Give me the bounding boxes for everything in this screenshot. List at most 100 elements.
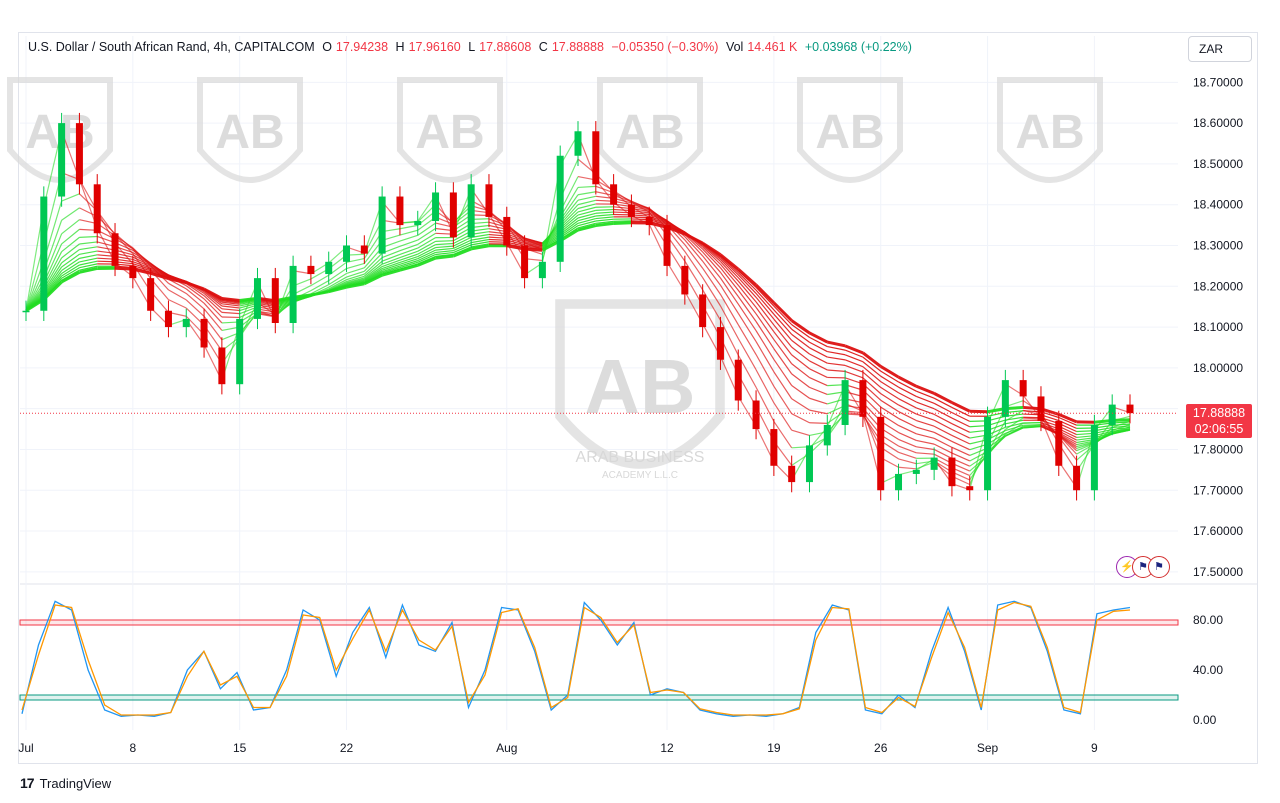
- tradingview-logo[interactable]: 17 TradingView: [20, 775, 111, 791]
- ma-ribbon-segment: [916, 390, 935, 399]
- ma-ribbon-segment: [827, 356, 846, 361]
- ma-ribbon-segment: [1112, 425, 1131, 429]
- ma-ribbon-segment: [203, 302, 223, 324]
- ma-ribbon-segment: [916, 395, 935, 404]
- volume-label: Vol: [725, 40, 744, 54]
- ma-ribbon-segment: [203, 308, 223, 331]
- ma-ribbon-segment: [61, 193, 80, 202]
- ma-ribbon-segment: [809, 422, 828, 424]
- ma-ribbon-segment: [168, 276, 187, 287]
- ma-ribbon-segment: [221, 298, 240, 302]
- watermark-letters: AB: [1015, 106, 1084, 159]
- ma-ribbon-segment: [168, 289, 187, 301]
- ma-ribbon-segment: [471, 236, 490, 241]
- economic-events[interactable]: ⚡ ⚑ ⚑: [1116, 556, 1170, 578]
- ma-ribbon-segment: [399, 243, 418, 252]
- candle-body: [378, 196, 386, 254]
- ma-ribbon-segment: [1005, 422, 1024, 435]
- ma-ribbon-segment: [933, 392, 953, 404]
- candle-body: [805, 445, 813, 483]
- ma-ribbon-segment: [702, 248, 721, 269]
- ma-ribbon-segment: [844, 359, 864, 368]
- ma-ribbon-segment: [684, 244, 704, 269]
- ma-ribbon-segment: [399, 260, 418, 267]
- currency-selector[interactable]: ZAR: [1188, 36, 1252, 62]
- ma-ribbon-segment: [790, 319, 811, 335]
- ma-ribbon-segment: [631, 200, 650, 210]
- time-axis-label: 22: [340, 741, 354, 755]
- ma-ribbon-segment: [577, 185, 596, 189]
- ma-ribbon-segment: [61, 264, 80, 277]
- ma-ribbon-segment: [435, 245, 454, 249]
- ma-ribbon-segment: [809, 347, 828, 358]
- ma-ribbon-segment: [381, 267, 401, 274]
- ma-ribbon-segment: [951, 452, 970, 462]
- ma-ribbon-segment: [809, 360, 828, 371]
- candle-body: [681, 265, 689, 295]
- ma-ribbon-segment: [61, 249, 80, 264]
- price-axis-label: 18.70000: [1193, 75, 1243, 89]
- ma-ribbon-segment: [79, 257, 98, 263]
- ma-ribbon-segment: [1111, 420, 1131, 428]
- ma-ribbon-segment: [150, 263, 169, 280]
- ma-ribbon-segment: [577, 203, 596, 210]
- ma-ribbon-segment: [826, 340, 846, 348]
- ma-ribbon-segment: [773, 309, 793, 330]
- ma-ribbon-segment: [755, 286, 775, 307]
- ma-ribbon-segment: [773, 331, 793, 356]
- watermark-shield: [997, 77, 1103, 183]
- price-axis-label: 18.60000: [1193, 116, 1243, 130]
- ma-ribbon-segment: [880, 393, 899, 406]
- ma-ribbon-segment: [470, 244, 490, 251]
- ma-ribbon-segment: [328, 280, 347, 291]
- candle-body: [236, 318, 244, 385]
- ma-ribbon-segment: [951, 440, 970, 451]
- oscillator-axis-label: 80.00: [1193, 613, 1223, 627]
- ma-ribbon-segment: [702, 260, 721, 286]
- candle-body: [610, 184, 618, 205]
- ma-ribbon-segment: [880, 381, 899, 394]
- ma-ribbon-segment: [684, 239, 704, 262]
- ma-ribbon-segment: [827, 350, 846, 356]
- ma-ribbon-segment: [346, 280, 365, 286]
- ma-ribbon-segment: [203, 292, 223, 310]
- ma-ribbon-segment: [737, 274, 757, 294]
- candle-body: [1108, 404, 1116, 425]
- high-value: 17.96160: [408, 40, 461, 54]
- candle-body: [467, 184, 475, 238]
- ma-ribbon-segment: [916, 413, 935, 421]
- tradingview-wordmark: TradingView: [39, 775, 112, 791]
- ma-ribbon-segment: [933, 419, 953, 431]
- ma-ribbon-segment: [898, 458, 917, 465]
- ma-ribbon-segment: [132, 253, 152, 279]
- ma-ribbon-segment: [933, 443, 953, 454]
- ma-ribbon-segment: [898, 466, 917, 470]
- ma-ribbon-segment: [435, 251, 454, 256]
- ma-ribbon-segment: [773, 371, 793, 400]
- ma-ribbon-segment: [755, 369, 775, 404]
- candle-body: [1055, 420, 1063, 466]
- ma-ribbon-segment: [916, 439, 935, 445]
- us-flag-icon[interactable]: ⚑: [1148, 556, 1170, 578]
- ma-ribbon-segment: [827, 362, 846, 366]
- watermark-shield: [797, 77, 903, 183]
- ma-ribbon-segment: [772, 301, 793, 322]
- ma-ribbon-segment: [203, 290, 223, 305]
- ma-ribbon-segment: [79, 265, 98, 271]
- ma-ribbon-segment: [880, 375, 899, 388]
- ma-ribbon-segment: [61, 219, 80, 235]
- ma-ribbon-segment: [577, 220, 596, 227]
- ma-ribbon-segment: [897, 375, 918, 388]
- candle-body: [325, 261, 333, 275]
- ma-ribbon-segment: [1058, 416, 1077, 426]
- ma-ribbon-segment: [471, 241, 490, 246]
- candle-body: [58, 123, 66, 197]
- time-axis-label: 26: [874, 741, 888, 755]
- ma-ribbon-segment: [755, 289, 775, 311]
- ma-ribbon-segment: [399, 224, 418, 230]
- ma-ribbon-segment: [915, 384, 935, 395]
- ma-ribbon-segment: [880, 413, 899, 426]
- ma-ribbon-segment: [916, 426, 935, 433]
- ma-ribbon-segment: [898, 398, 917, 409]
